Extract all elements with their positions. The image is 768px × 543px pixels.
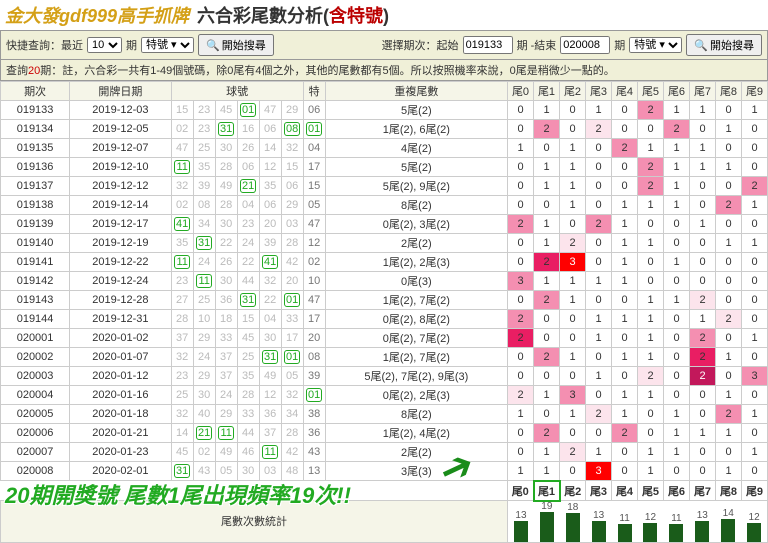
unit2-label: 期	[614, 37, 625, 53]
tail-header: 尾5	[638, 82, 664, 101]
tail-header: 尾9	[742, 82, 768, 101]
table-row: 0191442019-12-31281018150433170尾(2), 8尾(…	[1, 310, 768, 329]
col-header: 重複尾數	[325, 82, 507, 101]
tail-label: 尾0	[508, 481, 534, 501]
tail-header: 尾1	[534, 82, 560, 101]
tail-header: 尾4	[612, 82, 638, 101]
tail-header: 尾0	[508, 82, 534, 101]
search-icon: 🔍	[694, 39, 708, 52]
results-table: 期次開牌日期球號特重複尾數尾0尾1尾2尾3尾4尾5尾6尾7尾8尾9 019133…	[0, 81, 768, 543]
tail-label: 尾6	[664, 481, 690, 501]
table-row: 0191352019-12-07472530261432044尾(2)10102…	[1, 139, 768, 158]
table-row: 0191342019-12-05022331160608011尾(2), 6尾(…	[1, 120, 768, 139]
table-row: 0191372019-12-12323949213506155尾(2), 9尾(…	[1, 177, 768, 196]
table-row: 0200032020-01-12232937354905395尾(2), 7尾(…	[1, 367, 768, 386]
search-icon: 🔍	[206, 39, 220, 52]
table-row: 0191402019-12-19353122243928122尾(2)01201…	[1, 234, 768, 253]
table-row: 0191332019-12-03152345014729065尾(2)01010…	[1, 101, 768, 120]
tail-header: 尾8	[716, 82, 742, 101]
table-row: 0200042020-01-16253024281232010尾(2), 2尾(…	[1, 386, 768, 405]
tail-header: 尾2	[560, 82, 586, 101]
search-button-2[interactable]: 🔍開始搜尋	[686, 34, 762, 56]
tail-header: 尾7	[690, 82, 716, 101]
to-label: 期 -結束	[517, 37, 557, 53]
table-row: 0200072020-01-23450249461142432尾(2)01210…	[1, 443, 768, 462]
start-period-input[interactable]	[463, 36, 513, 54]
tail-label: 尾8	[716, 481, 742, 501]
tail-label: 尾5	[638, 481, 664, 501]
tail-header: 尾6	[664, 82, 690, 101]
tail-label: 尾3	[586, 481, 612, 501]
tail-label: 尾7	[690, 481, 716, 501]
note-bar: 查詢20期：註，六合彩一共有1-49個號碼，除0尾有4個之外，其他的尾數都有5個…	[0, 60, 768, 81]
table-row: 0191412019-12-22112426224142021尾(2), 2尾(…	[1, 253, 768, 272]
table-row: 0191422019-12-24231130443220100尾(3)31111…	[1, 272, 768, 291]
tail-label: 尾4	[612, 481, 638, 501]
tail-label: 尾9	[742, 481, 768, 501]
table-row: 0191392019-12-17413430232003470尾(2), 3尾(…	[1, 215, 768, 234]
table-row: 0191432019-12-28272536312201471尾(2), 7尾(…	[1, 291, 768, 310]
tail-header: 尾3	[586, 82, 612, 101]
table-row: 0200062020-01-21142111443728361尾(2), 4尾(…	[1, 424, 768, 443]
col-header: 特	[303, 82, 325, 101]
end-period-input[interactable]	[560, 36, 610, 54]
type-select-1[interactable]: 特號 ▾	[141, 37, 194, 53]
table-row: 0200022020-01-07322437253101081尾(2), 7尾(…	[1, 348, 768, 367]
search-bar: 快捷查詢：最近 10 期 特號 ▾ 🔍開始搜尋 選擇期次：起始 期 -結束 期 …	[0, 30, 768, 60]
tail-label: 尾1	[534, 481, 560, 501]
period-count-select[interactable]: 10	[87, 37, 122, 53]
col-header: 球號	[171, 82, 303, 101]
page-title: 六合彩尾數分析(含特號)	[197, 2, 389, 28]
table-row: 0200052020-01-18324029333634388尾(2)10121…	[1, 405, 768, 424]
search-button-1[interactable]: 🔍開始搜尋	[198, 34, 274, 56]
table-row: 0200012020-01-02372933453017200尾(2), 7尾(…	[1, 329, 768, 348]
table-row: 0191362019-12-10113528061215175尾(2)01100…	[1, 158, 768, 177]
type-select-2[interactable]: 特號 ▾	[629, 37, 682, 53]
brand-title: 金大發gdf999高手抓牌	[5, 2, 189, 28]
tail-label: 尾2	[560, 481, 586, 501]
col-header: 期次	[1, 82, 70, 101]
table-row: 0191382019-12-14020828040629058尾(2)00101…	[1, 196, 768, 215]
col-header: 開牌日期	[70, 82, 172, 101]
overlay-caption: 20期開獎號 尾數1尾出現頻率19次!!	[5, 478, 351, 510]
quick-label: 快捷查詢：最近	[6, 37, 83, 53]
range-label: 選擇期次：起始	[382, 37, 459, 53]
unit-label: 期	[126, 37, 137, 53]
